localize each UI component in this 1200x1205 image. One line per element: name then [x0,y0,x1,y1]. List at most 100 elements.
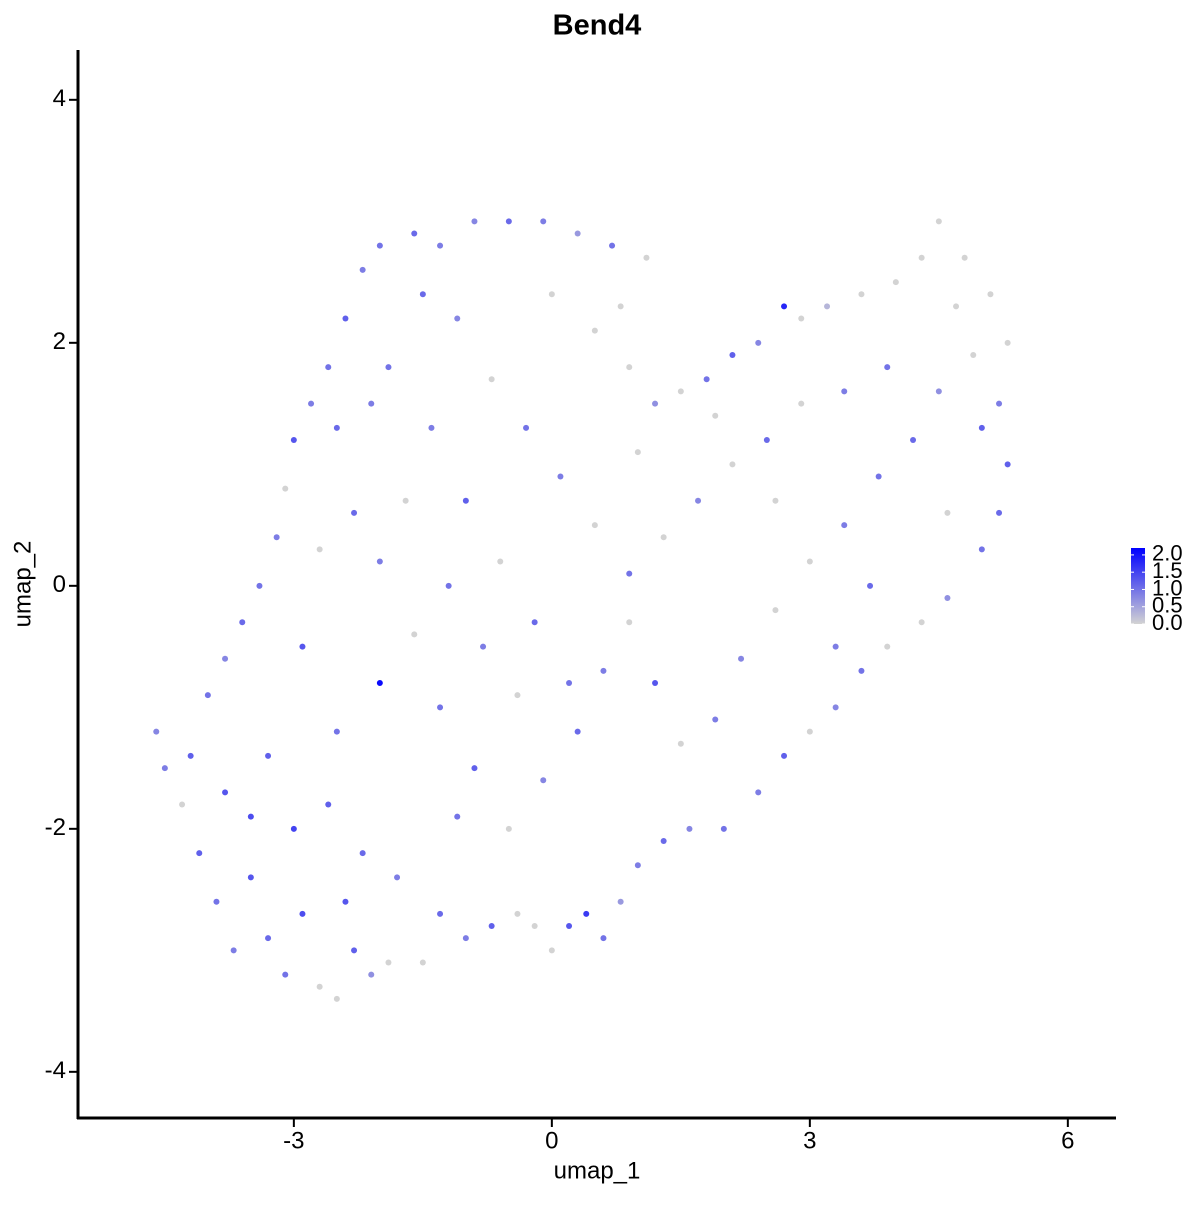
point [505,218,512,225]
point [626,619,633,626]
point [316,546,323,553]
point [531,923,538,930]
point [884,643,891,650]
point [892,279,899,286]
point [488,376,495,383]
point [944,594,951,601]
point [333,424,340,431]
point [781,303,788,310]
point [591,522,598,529]
point [961,254,968,261]
point [677,388,684,395]
point [583,910,590,917]
point [781,752,788,759]
point [359,850,366,857]
y-axis-label: umap_2 [9,541,36,628]
point [918,619,925,626]
point [531,619,538,626]
colorbar-label: 1.5 [1152,558,1183,583]
point [179,801,186,808]
y-tick-label: -2 [45,814,66,841]
point [488,923,495,930]
point [265,935,272,942]
point [445,582,452,589]
point [798,400,805,407]
point [204,692,211,699]
point [643,254,650,261]
point [153,728,160,735]
point [247,813,254,820]
point [738,655,745,662]
point [591,327,598,334]
point [454,315,461,322]
point [600,667,607,674]
point [566,923,573,930]
point [755,339,762,346]
point [867,582,874,589]
point [652,400,659,407]
point [540,218,547,225]
point [411,230,418,237]
point [798,315,805,322]
point [720,825,727,832]
point [308,400,315,407]
point [1004,461,1011,468]
point [351,947,358,954]
point [703,376,710,383]
point [824,303,831,310]
point [247,874,254,881]
point [514,910,521,917]
point [161,765,168,772]
point [437,704,444,711]
point [230,947,237,954]
point [514,692,521,699]
point [342,898,349,905]
point [368,971,375,978]
point [471,218,478,225]
point [359,266,366,273]
point [282,485,289,492]
point [566,680,573,687]
point [454,813,461,820]
point [660,837,667,844]
x-tick-label: -3 [283,1127,304,1154]
point [1004,339,1011,346]
point [385,959,392,966]
point [222,655,229,662]
point [557,473,564,480]
point [910,437,917,444]
point [548,291,555,298]
point [634,862,641,869]
point [858,667,865,674]
colorbar-label: 0.0 [1152,610,1183,635]
point [660,534,667,541]
point [540,777,547,784]
point [996,509,1003,516]
point [316,983,323,990]
point [213,898,220,905]
point [806,728,813,735]
point [729,461,736,468]
y-tick-label: 4 [53,85,66,112]
x-tick-label: 6 [1061,1127,1074,1154]
point [686,825,693,832]
x-axis-label: umap_1 [554,1157,641,1184]
point [875,473,882,480]
point [806,558,813,565]
point [548,947,555,954]
point [841,522,848,529]
point [471,765,478,772]
point [187,752,194,759]
point [282,971,289,978]
chart-title: Bend4 [553,10,642,42]
point [265,752,272,759]
point [196,850,203,857]
point [652,680,659,687]
point [884,364,891,371]
point [634,449,641,456]
point [385,364,392,371]
point [523,424,530,431]
point [935,388,942,395]
x-tick-label: 0 [545,1127,558,1154]
